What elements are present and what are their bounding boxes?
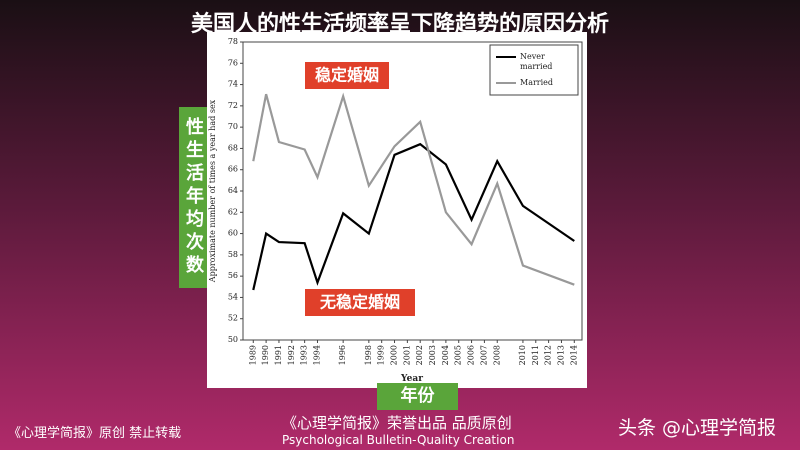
footer-center: 《心理学简报》荣誉出品 品质原创: [282, 414, 512, 432]
y-tick-label: 56: [228, 271, 238, 280]
y-tick-label: 50: [228, 335, 238, 344]
x-tick-label: 2002: [415, 345, 424, 365]
x-tick-label: 1999: [377, 345, 386, 365]
series-line: [252, 142, 575, 291]
legend-label: Married: [520, 78, 553, 87]
y-tick-label: 54: [228, 292, 238, 301]
x-tick-label: 2014: [569, 345, 578, 365]
footer-left: 《心理学简报》原创 禁止转载: [8, 426, 182, 441]
x-tick-label: 1998: [364, 345, 373, 365]
annotation-box: [305, 62, 389, 89]
legend-label-line: married: [520, 62, 552, 71]
legend-label-line: Never: [520, 52, 545, 61]
annotation: 无稳定婚姻: [319, 293, 400, 312]
x-tick-label: 1993: [300, 345, 309, 365]
y-tick-label: 60: [228, 229, 238, 238]
x-tick-label: 1994: [312, 345, 321, 365]
annotation-box: [305, 289, 415, 316]
y-tick-label: 62: [228, 207, 238, 216]
x-tick-label: 1996: [338, 345, 347, 365]
y-side-label: 性生活年均次数: [179, 107, 207, 288]
y-tick-label: 72: [228, 101, 238, 110]
x-tick-label: 2001: [402, 345, 411, 365]
x-tick-label: 2012: [544, 345, 553, 365]
x-tick-label: 2010: [518, 345, 527, 365]
legend-box: [489, 44, 579, 96]
x-tick-label: 1991: [274, 345, 283, 365]
y-tick-label: 74: [228, 80, 238, 89]
y-tick-label: 66: [228, 165, 238, 174]
y-tick-label: 52: [228, 314, 238, 323]
y-axis-label: Approximate number of times a year had s…: [208, 99, 217, 283]
legend-label: Never married: [520, 52, 552, 71]
x-tick-label: 1992: [287, 345, 296, 365]
y-tick-label: 58: [228, 250, 238, 259]
series-line: [252, 92, 575, 286]
y-tick-label: 70: [228, 122, 238, 131]
x-tick-label: 2007: [479, 345, 488, 365]
x-tick-label: 2008: [492, 345, 501, 365]
footer-right: 头条 @心理学简报: [618, 417, 777, 439]
footer-center-en: Psychological Bulletin-Quality Creation: [282, 433, 515, 447]
y-tick-label: 64: [228, 186, 238, 195]
x-side-label: 年份: [377, 383, 458, 410]
x-tick-label: 1989: [248, 345, 257, 365]
x-axis-label: Year: [400, 374, 423, 384]
y-tick-label: 78: [228, 37, 238, 46]
x-tick-label: 2003: [428, 345, 437, 365]
x-tick-label: 2000: [390, 345, 399, 365]
annotation: 稳定婚姻: [315, 66, 379, 85]
x-tick-label: 2005: [454, 345, 463, 365]
y-tick-label: 68: [228, 143, 238, 152]
x-tick-label: 2006: [467, 345, 476, 365]
x-tick-label: 2004: [441, 345, 450, 365]
y-tick-label: 76: [228, 58, 238, 67]
x-tick-label: 2013: [556, 345, 565, 365]
x-tick-label: 1990: [261, 345, 270, 365]
x-tick-label: 2011: [531, 345, 540, 365]
